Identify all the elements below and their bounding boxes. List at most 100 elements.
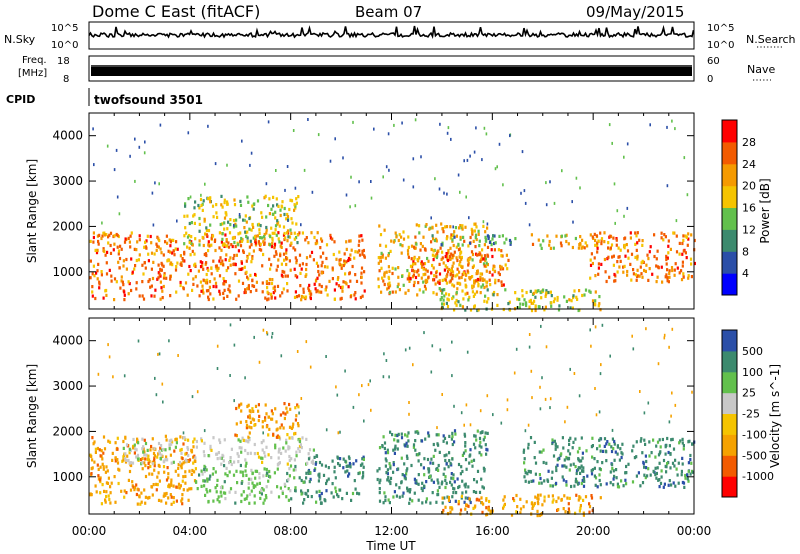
velocity-cell xyxy=(471,464,474,468)
velocity-cell xyxy=(132,437,135,442)
power-cell xyxy=(280,273,283,277)
velocity-scatter-cell xyxy=(369,379,371,383)
power-scatter-cell xyxy=(275,169,277,172)
velocity-cell xyxy=(555,499,558,504)
velocity-cell xyxy=(102,465,105,469)
power-colorbar-frame xyxy=(721,119,738,296)
power-cell xyxy=(555,234,558,238)
power-cell xyxy=(285,248,288,252)
power-scatter-cell xyxy=(358,180,360,184)
velocity-cell xyxy=(464,485,467,489)
velocity-cell xyxy=(238,446,241,450)
power-cell xyxy=(667,244,670,248)
velocity-cell xyxy=(192,445,195,449)
velocity-cell xyxy=(331,482,334,486)
power-cell xyxy=(441,256,444,260)
velocity-scatter-cell xyxy=(383,352,385,356)
velocity-cell xyxy=(258,476,261,480)
power-cell xyxy=(298,263,301,267)
velocity-cell xyxy=(122,439,125,444)
velocity-cell xyxy=(421,481,424,485)
power-scatter-cell xyxy=(113,168,116,172)
power-cell xyxy=(265,280,268,284)
power-cell xyxy=(219,262,222,266)
velocity-cell xyxy=(187,453,190,458)
velocity-cell xyxy=(618,458,621,462)
power-cell xyxy=(226,202,229,206)
power-cell xyxy=(354,297,357,301)
velocity-cell xyxy=(538,513,541,518)
power-cell xyxy=(112,248,115,252)
velocity-cell xyxy=(590,472,594,476)
power-cell xyxy=(186,214,189,218)
power-cell xyxy=(98,282,101,286)
power-cell xyxy=(660,265,663,269)
power-cell xyxy=(270,207,273,211)
velocity-colorbar-swatch xyxy=(722,330,737,352)
power-cell xyxy=(623,264,626,268)
power-cell xyxy=(284,236,287,240)
power-cell xyxy=(591,299,595,303)
velocity-scatter-cell xyxy=(645,327,647,331)
power-cell xyxy=(313,235,316,240)
velocity-cell xyxy=(254,476,257,480)
power-cell xyxy=(473,305,476,309)
velocity-cell xyxy=(195,445,198,449)
velocity-cell xyxy=(616,452,619,456)
power-cell xyxy=(483,254,487,258)
velocity-cell xyxy=(538,481,541,485)
velocity-cell xyxy=(175,485,178,489)
velocity-cell xyxy=(252,409,255,413)
power-scatter-cell xyxy=(118,212,121,216)
power-cell xyxy=(349,295,352,299)
power-cell xyxy=(615,243,618,247)
velocity-cell xyxy=(187,498,190,502)
velocity-cell xyxy=(611,467,614,471)
velocity-cell xyxy=(151,462,155,466)
power-cell xyxy=(175,290,178,294)
power-cell xyxy=(496,303,499,307)
velocity-cell xyxy=(166,466,169,470)
power-cell xyxy=(289,268,292,272)
power-cell xyxy=(207,268,210,272)
velocity-cell xyxy=(586,474,589,478)
power-cell xyxy=(468,295,471,299)
velocity-cell xyxy=(345,491,348,495)
power-cell xyxy=(432,258,435,262)
power-cell xyxy=(461,243,464,247)
velocity-cell xyxy=(242,490,245,494)
power-cell xyxy=(288,207,291,212)
velocity-cell xyxy=(383,491,386,495)
velocity-cell xyxy=(355,459,358,463)
velocity-cell xyxy=(611,463,614,467)
velocity-cell xyxy=(167,476,170,480)
velocity-cell xyxy=(286,433,289,437)
power-cell xyxy=(445,225,449,229)
power-cell xyxy=(154,288,157,292)
velocity-cell xyxy=(295,454,298,458)
power-scatter-cell xyxy=(159,123,162,127)
velocity-cell xyxy=(450,472,453,476)
velocity-cell xyxy=(344,459,347,463)
power-cell xyxy=(319,255,322,259)
power-cell xyxy=(379,255,382,259)
power-cell xyxy=(690,262,693,266)
power-cell xyxy=(349,253,352,257)
power-cell xyxy=(468,257,471,262)
power-cell xyxy=(300,267,303,271)
power-cell xyxy=(198,239,201,243)
power-cell xyxy=(261,264,264,268)
velocity-cell xyxy=(214,470,217,474)
power-cell xyxy=(413,280,416,284)
power-cell xyxy=(194,264,197,268)
power-cell xyxy=(411,268,415,273)
power-cell xyxy=(202,291,205,295)
velocity-scatter-cell xyxy=(460,411,463,415)
power-cell xyxy=(194,237,197,241)
velocity-cell xyxy=(241,436,244,440)
velocity-cell xyxy=(240,493,243,497)
power-cell xyxy=(301,231,304,235)
velocity-cell xyxy=(423,484,426,488)
velocity-cell xyxy=(203,484,206,488)
velocity-cell xyxy=(258,481,261,485)
